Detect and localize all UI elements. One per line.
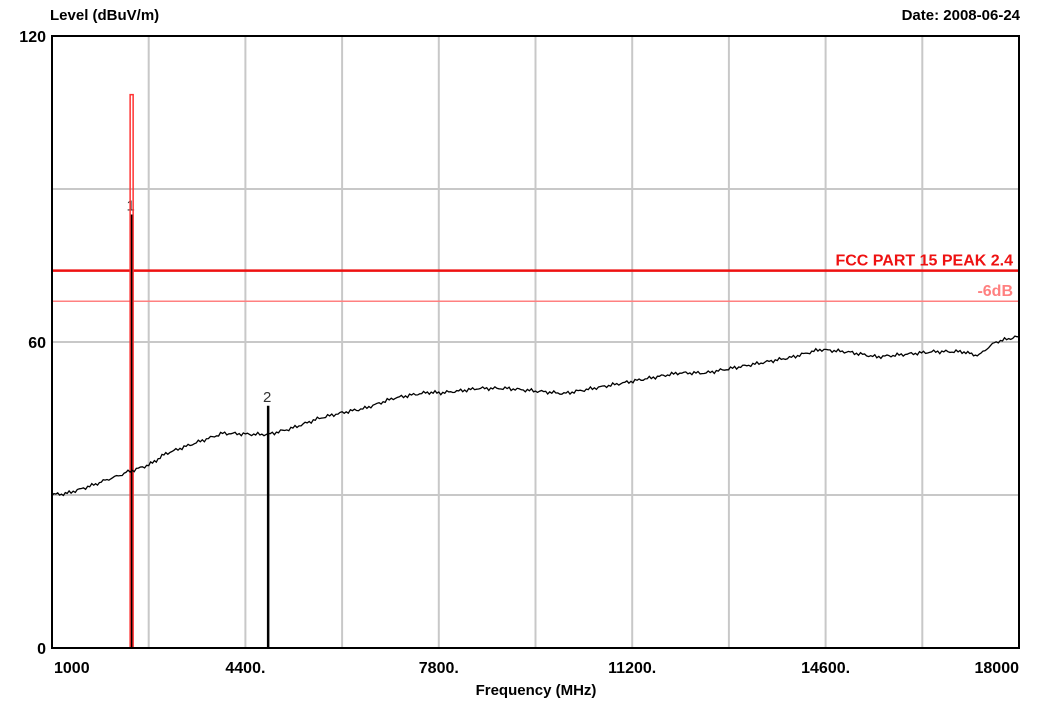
peak-label: 2: [263, 389, 271, 406]
limit-line-label: FCC PART 15 PEAK 2.4: [835, 253, 1013, 270]
x-tick-label: 18000: [975, 660, 1020, 677]
x-tick-label: 1000: [54, 660, 90, 677]
plot-frame: [51, 35, 1020, 649]
y-tick-label: 60: [28, 335, 46, 352]
limit-lines: FCC PART 15 PEAK 2.4 -6dB: [52, 253, 1019, 302]
x-tick-label: 4400.: [225, 660, 265, 677]
trace: [51, 335, 1020, 497]
y-tick-label: 120: [19, 29, 46, 46]
x-tick-label: 14600.: [801, 660, 850, 677]
x-axis-label: Frequency (MHz): [476, 682, 597, 699]
x-tick-label: 7800.: [419, 660, 459, 677]
trace-line: [51, 335, 1020, 497]
y-axis-label: Level (dBuV/m): [50, 7, 159, 24]
limit-line-label: -6dB: [977, 283, 1013, 300]
x-tick-label: 11200.: [608, 660, 656, 677]
tick-labels: 1000 4400. 7800. 11200. 14600. 18000 0 60 120: [19, 29, 1019, 677]
y-tick-label: 0: [37, 641, 46, 658]
date-label: Date: 2008-06-24: [902, 7, 1021, 24]
